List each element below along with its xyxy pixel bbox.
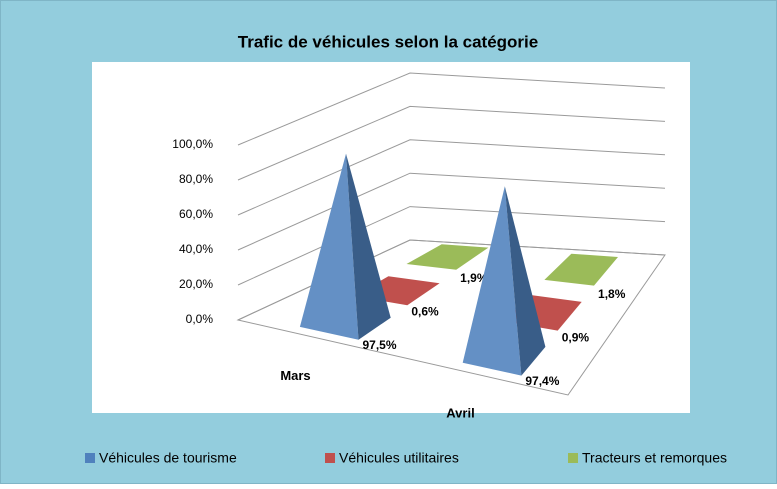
data-label: 0,9% [562, 330, 590, 344]
pyramid-face [462, 186, 522, 376]
y-tick-label: 20,0% [179, 277, 213, 291]
y-tick-label: 60,0% [179, 207, 213, 221]
grid-line [237, 206, 666, 286]
pyramid [299, 153, 391, 340]
chart-title: Trafic de véhicules selon la catégorie [238, 32, 538, 51]
y-tick-label: 40,0% [179, 242, 213, 256]
grid-line [237, 139, 666, 216]
data-label: 97,5% [363, 338, 397, 352]
data-label: 97,4% [525, 374, 559, 388]
x-tick-label: Mars [280, 368, 310, 383]
pyramid-face [406, 244, 489, 270]
grid-line [237, 172, 666, 251]
pyramid-face [299, 153, 359, 340]
legend-swatch [568, 453, 578, 463]
pyramid-face [544, 253, 618, 286]
data-label: 1,8% [598, 287, 626, 301]
pyramid [406, 244, 489, 270]
pyramid-face [346, 153, 391, 340]
x-tick-label: Avril [446, 406, 474, 421]
pyramid [462, 186, 546, 376]
grid-line [237, 105, 666, 181]
legend-swatch [325, 453, 335, 463]
grid-line [237, 72, 666, 146]
pyramid-face [504, 186, 546, 376]
pyramid [544, 253, 618, 286]
y-tick-label: 0,0% [186, 312, 214, 326]
grid-line [237, 239, 666, 321]
legend-label: Véhicules de tourisme [99, 450, 237, 466]
legend-label: Véhicules utilitaires [339, 450, 459, 466]
data-label: 0,6% [411, 305, 439, 319]
y-tick-label: 100,0% [172, 137, 213, 151]
data-label: 1,9% [460, 271, 488, 285]
legend-swatch [85, 453, 95, 463]
legend-label: Tracteurs et remorques [582, 450, 727, 466]
y-tick-label: 80,0% [179, 172, 213, 186]
